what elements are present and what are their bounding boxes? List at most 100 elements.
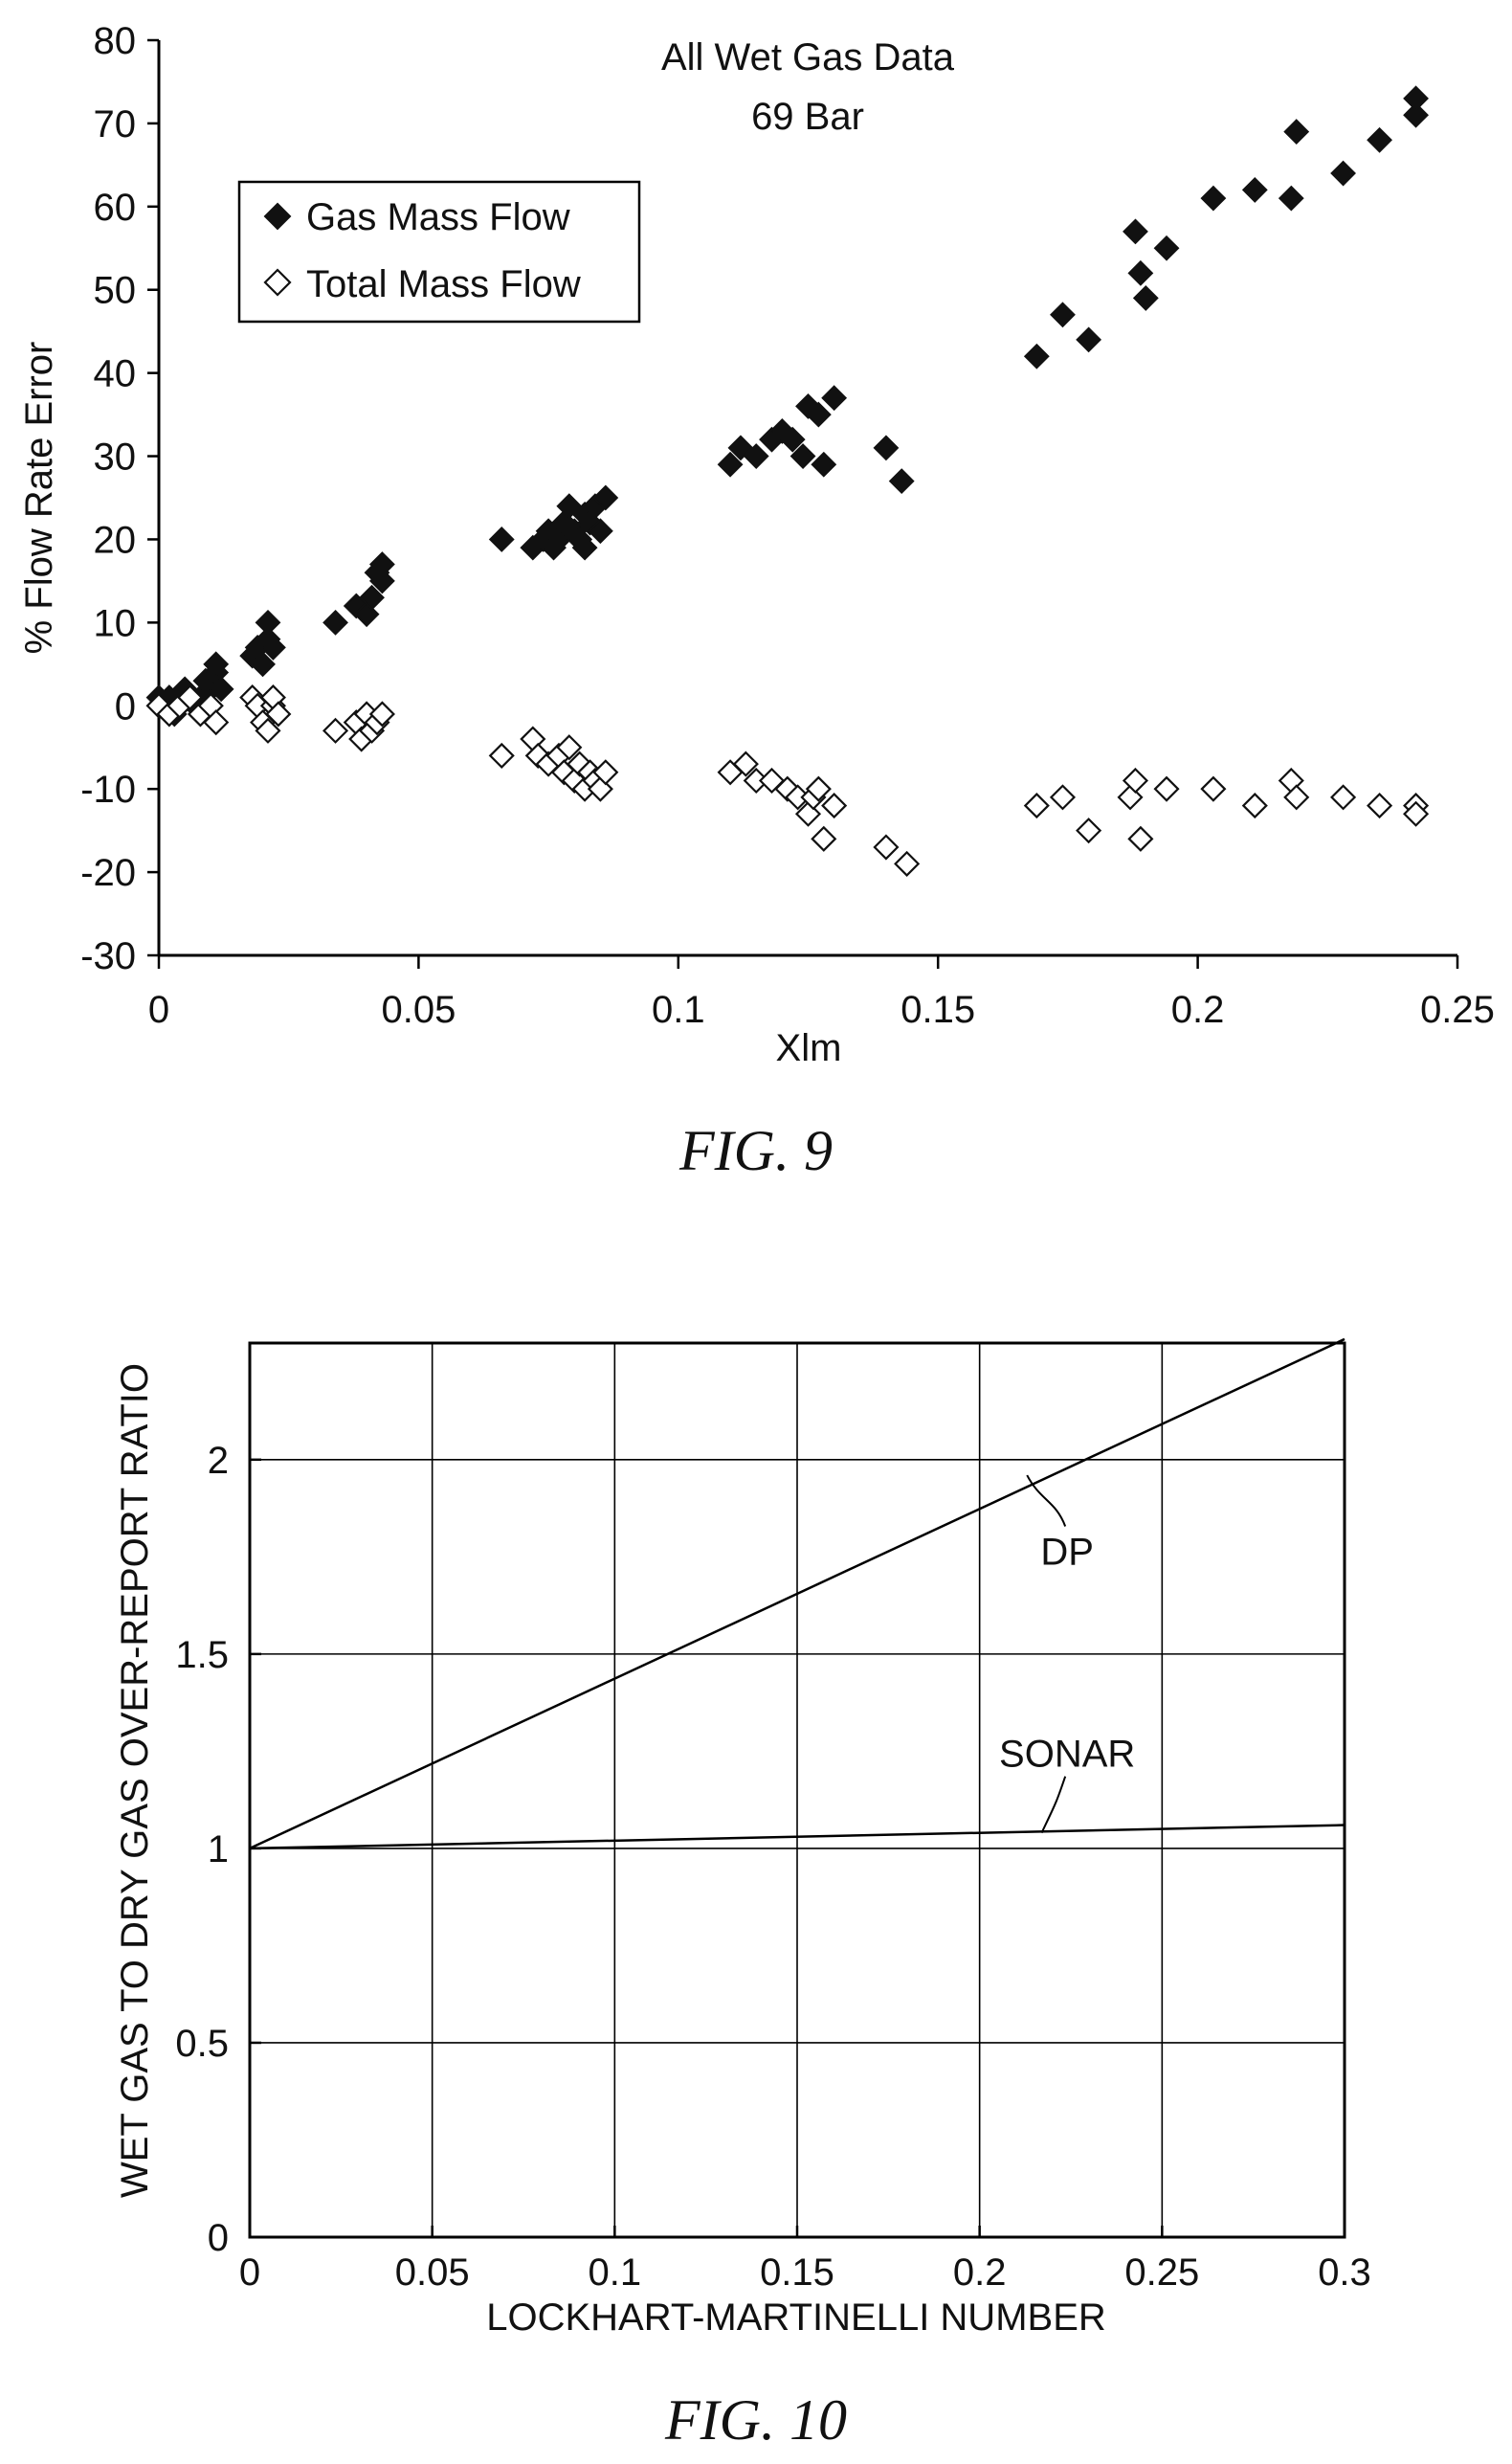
chart-axes (248, 1341, 1346, 2239)
data-point-gas-mass-flow (203, 651, 230, 678)
y-axis-label: WET GAS TO DRY GAS OVER-REPORT RATIO (114, 1363, 156, 2198)
y-tick-label: 1 (208, 1828, 229, 1870)
data-point-total-mass-flow (265, 701, 292, 728)
leader-line-sonar (1040, 1776, 1067, 1834)
data-point-gas-mass-flow (873, 435, 900, 461)
data-point-gas-mass-flow (1127, 259, 1154, 286)
y-tick-label: -20 (80, 852, 136, 894)
line-chart-fig10: 0 0.5 1 1.5 2 0 0.05 0.1 0.15 0.2 0.25 0.3 DP SONAR… (114, 1337, 1371, 2339)
data-point-total-mass-flow (805, 775, 832, 802)
x-axis-label: Xlm (776, 1027, 842, 1069)
x-tick-label: 0.25 (1124, 2251, 1199, 2294)
data-point-gas-mass-flow (368, 551, 395, 577)
data-point-gas-mass-flow (255, 609, 281, 636)
data-point-gas-mass-flow (368, 568, 395, 594)
data-point-total-mass-flow (821, 793, 848, 819)
data-point-gas-mass-flow (805, 401, 832, 428)
data-point-gas-mass-flow (1241, 177, 1268, 203)
data-point-gas-mass-flow (1403, 85, 1429, 112)
data-point-gas-mass-flow (888, 468, 915, 495)
data-point-gas-mass-flow (1283, 119, 1310, 146)
data-point-gas-mass-flow (717, 451, 744, 478)
x-tick-label: 0 (239, 2251, 260, 2294)
data-point-gas-mass-flow (1403, 101, 1429, 128)
legend-marker-total-mass-flow (263, 268, 292, 297)
data-point-gas-mass-flow (1200, 185, 1227, 212)
data-point-gas-mass-flow (789, 443, 816, 469)
y-tick-label: 20 (94, 519, 137, 561)
data-point-gas-mass-flow (359, 584, 385, 611)
legend-label-total-mass-flow: Total Mass Flow (306, 263, 581, 305)
chart-subtitle: 69 Bar (751, 96, 864, 138)
data-point-total-mass-flow (488, 742, 515, 769)
legend-label-gas-mass-flow: Gas Mass Flow (306, 196, 570, 238)
chart-title: All Wet Gas Data (661, 36, 955, 78)
data-point-total-mass-flow (1241, 793, 1268, 819)
data-point-gas-mass-flow (1132, 285, 1159, 311)
x-tick-label: 0.1 (589, 2251, 642, 2294)
data-point-total-mass-flow (1122, 767, 1149, 795)
x-tick-labels: 0 0.05 0.1 0.15 0.2 0.25 0.3 (239, 2251, 1371, 2294)
data-point-gas-mass-flow (592, 484, 619, 511)
y-tick-label: 0 (115, 685, 136, 728)
y-tick-label: 2 (208, 1440, 229, 1482)
y-axis-label: % Flow Rate Error (18, 342, 60, 655)
legend-box (237, 180, 641, 324)
y-tick-label: 0 (208, 2217, 229, 2259)
figure-label-fig9: FIG. 9 (678, 1119, 833, 1182)
data-point-total-mass-flow (1403, 800, 1430, 827)
data-point-gas-mass-flow (1023, 343, 1050, 370)
data-point-gas-mass-flow (571, 534, 598, 561)
data-point-total-mass-flow (1127, 825, 1154, 852)
data-point-total-mass-flow (1049, 784, 1077, 811)
data-point-gas-mass-flow (322, 609, 348, 636)
chart-axes (147, 38, 1459, 969)
y-tick-label: 10 (94, 602, 137, 644)
y-tick-label: 1.5 (175, 1634, 229, 1676)
figure-label-fig10: FIG. 10 (664, 2388, 847, 2452)
series-label-dp: DP (1040, 1531, 1094, 1573)
data-point-gas-mass-flow (821, 385, 848, 412)
data-point-total-mass-flow (592, 759, 619, 786)
leader-line-dp (1026, 1474, 1067, 1527)
data-point-total-mass-flow (811, 825, 837, 852)
x-tick-label: 0.1 (652, 989, 705, 1031)
data-point-gas-mass-flow (488, 526, 515, 552)
data-point-total-mass-flow (1330, 784, 1357, 811)
series-label-sonar: SONAR (999, 1734, 1135, 1776)
data-point-total-mass-flow (873, 834, 900, 861)
x-tick-label: 0.05 (395, 2251, 470, 2294)
data-point-gas-mass-flow (1050, 302, 1076, 328)
y-tick-label: 30 (94, 437, 137, 479)
data-point-gas-mass-flow (1330, 160, 1356, 187)
x-axis-label: LOCKHART-MARTINELLI NUMBER (486, 2296, 1106, 2339)
y-tick-label: -10 (80, 769, 136, 811)
x-tick-label: 0.25 (1420, 989, 1495, 1031)
data-point-gas-mass-flow (208, 676, 234, 703)
x-tick-label: 0.2 (1171, 989, 1225, 1031)
data-point-total-mass-flow (368, 701, 395, 728)
y-tick-label: 60 (94, 187, 137, 229)
data-point-total-mass-flow (1283, 784, 1310, 811)
data-point-gas-mass-flow (1153, 235, 1180, 261)
data-point-gas-mass-flow (1123, 218, 1148, 245)
x-tick-label: 0.2 (953, 2251, 1007, 2294)
y-tick-label: 80 (94, 20, 137, 62)
data-point-gas-mass-flow (587, 518, 613, 545)
data-point-gas-mass-flow (743, 443, 769, 469)
x-tick-label: 0.15 (901, 989, 975, 1031)
data-points (145, 85, 1430, 877)
y-tick-label: 40 (94, 353, 137, 395)
y-tick-label: 70 (94, 103, 137, 146)
y-tick-label: 0.5 (175, 2023, 229, 2065)
series-line-dp (249, 1337, 1345, 1850)
data-point-total-mass-flow (203, 709, 230, 736)
y-tick-label: -30 (80, 935, 136, 977)
data-point-total-mass-flow (732, 750, 759, 777)
x-tick-label: 0.05 (381, 989, 456, 1031)
x-tick-label: 0.15 (760, 2251, 834, 2294)
x-tick-label: 0.3 (1318, 2251, 1371, 2294)
y-tick-labels: 0 0.5 1 1.5 2 (175, 1440, 229, 2259)
x-tick-labels: 0 0.05 0.1 0.15 0.2 0.25 (148, 989, 1495, 1031)
